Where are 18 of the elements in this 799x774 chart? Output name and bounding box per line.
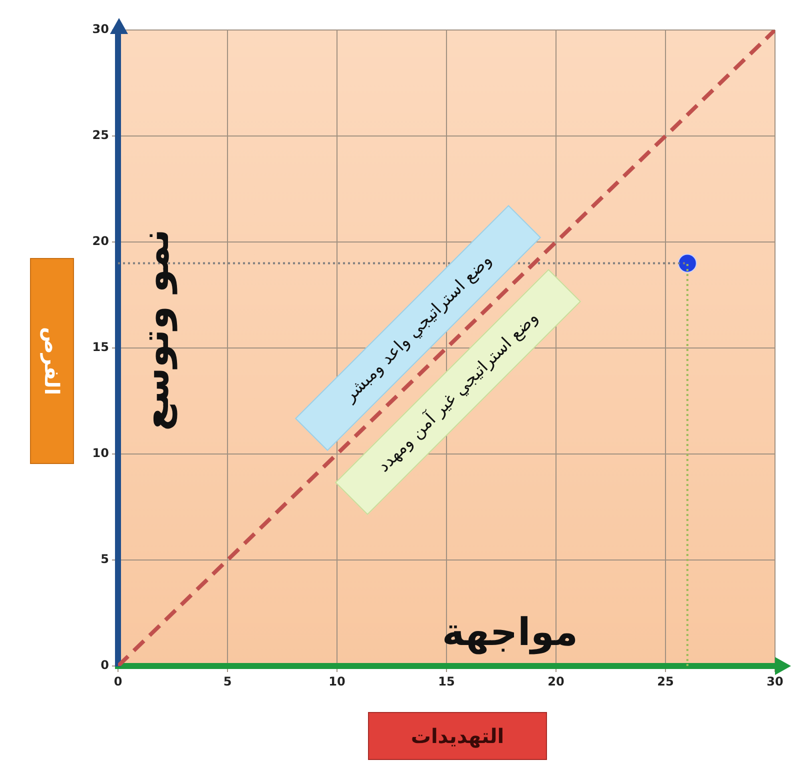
x-tick-label: 25: [657, 674, 674, 688]
y-tick-label: 0: [100, 658, 109, 672]
x-tick-label: 10: [328, 674, 346, 688]
x-axis-title: التهديدات: [368, 712, 547, 760]
x-tick-label: 15: [438, 674, 455, 688]
x-tick-label: 20: [548, 674, 564, 688]
y-tick-label: 30: [92, 22, 109, 36]
y-tick-label: 25: [92, 128, 109, 142]
annotation: مواجهة: [442, 610, 578, 654]
y-tick-label: 20: [92, 234, 109, 248]
x-tick-label: 5: [223, 674, 232, 688]
x-tick-label: 0: [114, 674, 122, 688]
y-axis-title: الفرص: [40, 326, 64, 396]
annotation: نمو وتوسع: [133, 229, 177, 431]
y-tick-label: 5: [100, 552, 109, 566]
x-tick-label: 30: [766, 674, 784, 688]
y-tick-label: 10: [92, 446, 109, 460]
y-tick-label: 15: [92, 340, 109, 354]
